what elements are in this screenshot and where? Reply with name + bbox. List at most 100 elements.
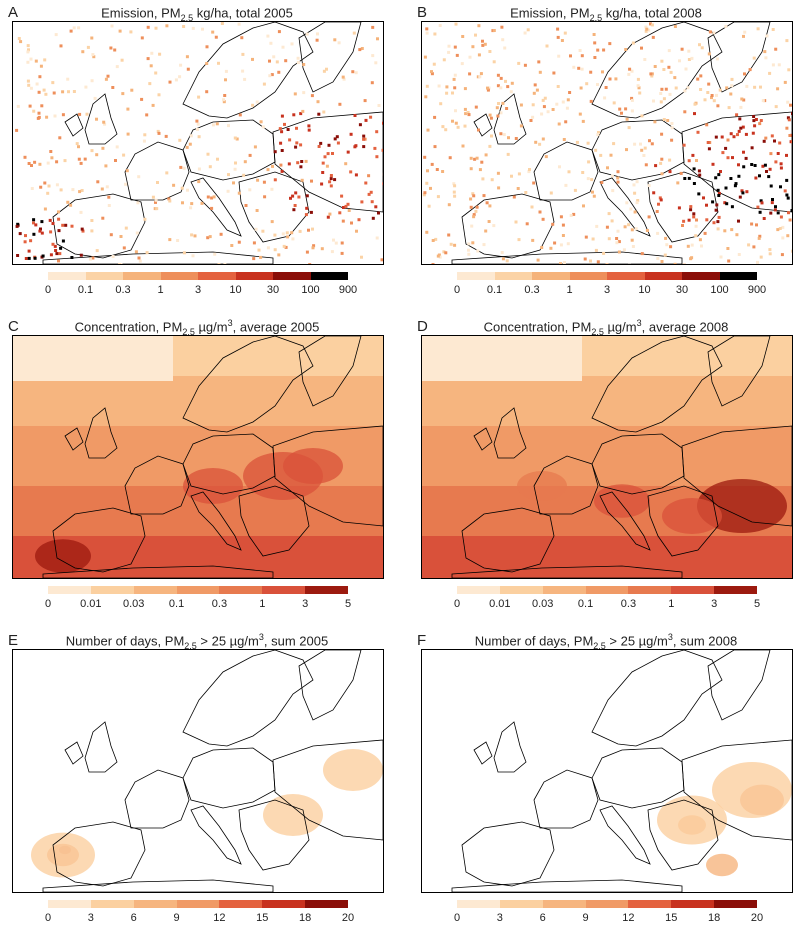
legend-tick-label: 900	[747, 284, 767, 296]
emission-cell	[168, 199, 172, 203]
emission-cell	[300, 160, 304, 163]
emission-cell	[692, 167, 696, 171]
legend-swatch	[305, 586, 349, 594]
emission-cell	[528, 168, 531, 171]
legend-tick-label: 6	[539, 912, 546, 924]
emission-cell	[565, 106, 569, 110]
emission-cell	[48, 218, 52, 222]
emission-cell	[649, 72, 653, 76]
legend-swatch	[133, 586, 177, 594]
emission-cell	[656, 256, 660, 260]
emission-cell	[545, 44, 549, 48]
europe-map	[15, 22, 383, 264]
country-outline	[182, 747, 276, 809]
emission-cell	[59, 188, 63, 192]
legend-tick-label: 100	[301, 284, 320, 296]
title-post: , average 2008	[641, 319, 729, 335]
emission-cell	[503, 46, 507, 50]
emission-cell	[375, 130, 379, 134]
emission-cell	[556, 85, 560, 88]
emission-cell	[351, 70, 355, 74]
emission-cell	[375, 155, 379, 159]
emission-cell	[299, 143, 303, 147]
emission-cell	[242, 173, 246, 177]
emission-cell	[168, 238, 172, 242]
emission-cell	[698, 238, 702, 242]
emission-cell	[715, 93, 718, 97]
emission-cell	[707, 52, 711, 56]
emission-cell	[463, 107, 467, 111]
legend-tick-label: 5	[753, 598, 761, 610]
emission-cell	[429, 186, 432, 190]
emission-cell	[461, 35, 465, 38]
emission-cell	[461, 144, 465, 148]
emission-cell	[747, 243, 751, 247]
emission-cell	[101, 216, 105, 220]
emission-cell	[640, 148, 644, 152]
country-outline	[493, 721, 527, 773]
legend-tick-label: 0.03	[531, 598, 554, 610]
emission-cell	[38, 162, 42, 166]
emission-cell	[644, 25, 648, 29]
emission-cell	[333, 137, 337, 141]
country-outline	[124, 141, 190, 201]
emission-cell	[702, 196, 705, 200]
emission-cell	[703, 98, 707, 102]
emission-cell	[781, 236, 785, 240]
emission-cell	[44, 92, 48, 96]
emission-cell	[304, 213, 308, 217]
country-outline	[533, 141, 599, 201]
emission-cell	[453, 73, 457, 77]
emission-cell	[663, 253, 667, 257]
emission-cell	[17, 37, 21, 40]
emission-cell	[752, 119, 756, 123]
emission-cell	[553, 241, 557, 245]
emission-cell	[719, 170, 722, 173]
emission-cell	[436, 254, 440, 258]
emission-cell	[208, 235, 212, 239]
days-region	[706, 853, 738, 877]
emission-cell	[502, 133, 506, 137]
emission-cell	[285, 231, 289, 235]
emission-cell	[23, 155, 27, 159]
emission-cell	[451, 119, 454, 123]
emission-cell	[597, 131, 600, 134]
emission-cell	[80, 227, 84, 231]
emission-cell	[438, 255, 442, 259]
emission-cell	[763, 50, 767, 54]
emission-cell	[43, 181, 47, 185]
emission-cell	[467, 248, 470, 252]
emission-cell	[78, 112, 82, 116]
emission-cell	[558, 165, 561, 169]
emission-cell	[326, 215, 330, 219]
legend-swatch	[628, 586, 672, 594]
emission-cell	[280, 149, 284, 152]
concentration-band	[422, 536, 792, 578]
country-outline	[182, 22, 314, 119]
emission-cell	[129, 30, 133, 34]
emission-cell	[364, 181, 368, 185]
emission-cell	[454, 22, 458, 26]
emission-cell	[567, 170, 571, 174]
emission-cell	[773, 139, 776, 143]
emission-cell	[718, 88, 722, 92]
emission-cell	[484, 153, 488, 157]
emission-cell	[362, 137, 366, 141]
emission-cell	[640, 46, 643, 50]
country-outline	[272, 111, 383, 213]
title-sub: 2.5	[184, 640, 197, 651]
emission-cell	[181, 201, 184, 205]
emission-cell	[735, 113, 739, 117]
emission-cell	[349, 132, 353, 136]
emission-cell	[680, 47, 684, 51]
emission-cell	[665, 243, 669, 247]
emission-cell	[79, 161, 83, 165]
emission-cell	[759, 85, 762, 89]
title-sub: 2.5	[593, 640, 606, 651]
emission-cell	[532, 91, 536, 95]
emission-cell	[492, 60, 496, 64]
emission-cell	[342, 77, 346, 81]
emission-cell	[67, 90, 70, 94]
emission-cell	[360, 255, 363, 259]
emission-cell	[753, 164, 757, 167]
